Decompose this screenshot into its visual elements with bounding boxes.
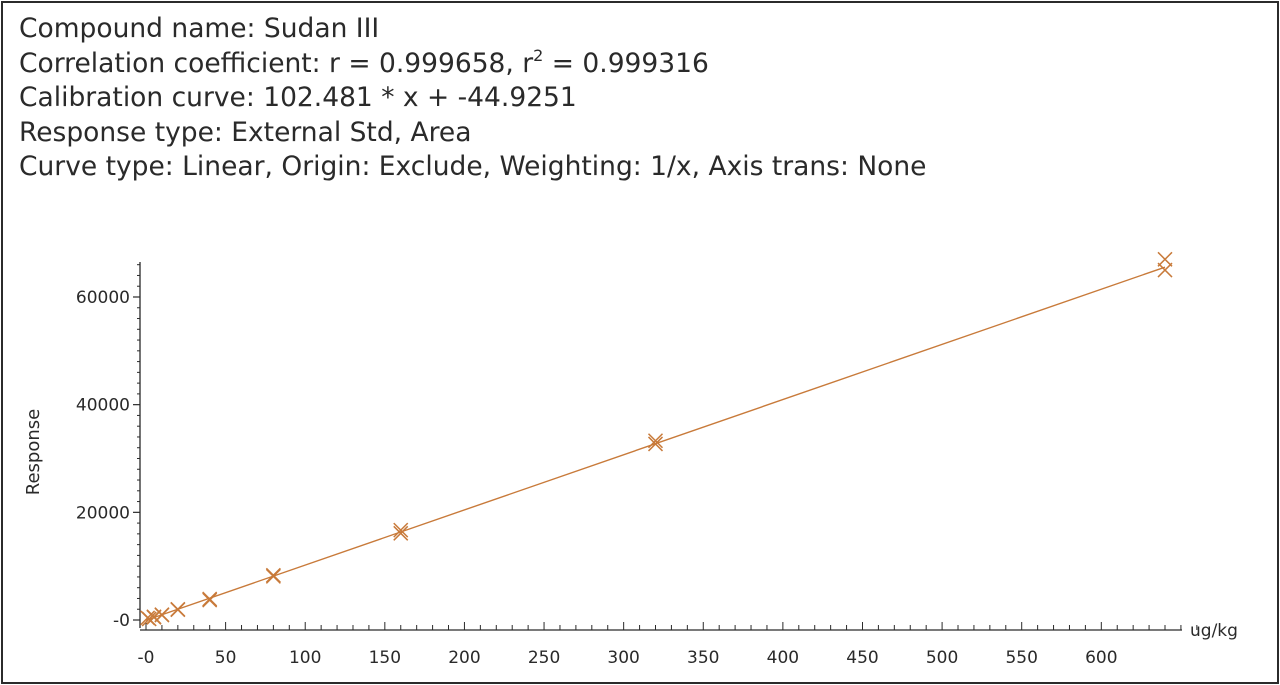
- data-point: [265, 567, 281, 583]
- compound-name: Compound name: Sudan III: [19, 13, 380, 44]
- data-point: [647, 436, 664, 452]
- data-point: [393, 525, 409, 541]
- data-point: [393, 522, 409, 538]
- correlation-r2-value: = 0.999316: [543, 47, 709, 79]
- compound-info: Compound name: Sudan III Correlation coe…: [19, 12, 926, 185]
- x-tick-label: 250: [528, 648, 560, 668]
- x-tick-label: 100: [289, 648, 321, 668]
- data-point: [1157, 262, 1173, 278]
- data-point: [170, 602, 186, 618]
- y-tick-label: 60000: [76, 288, 130, 308]
- correlation-text: Correlation coefficient: r = 0.999658, r: [19, 47, 534, 79]
- data-point-stroke: [141, 611, 157, 627]
- data-point-stroke: [647, 433, 664, 449]
- x-axis-unit-label: ug/kg: [1190, 621, 1238, 641]
- x-tick-label: 50: [215, 648, 237, 668]
- data-point-stroke: [154, 607, 170, 623]
- data-point: [647, 433, 664, 449]
- x-axis: -0 50 100 150 200 250 300 350 400 450 500 550 600: [138, 622, 1198, 668]
- data-point-stroke: [1157, 262, 1173, 278]
- y-axis: -0 20000 40000 60000: [76, 262, 141, 631]
- data-point-stroke: [170, 602, 186, 618]
- x-tick-label: 200: [448, 648, 480, 668]
- data-point-stroke: [393, 525, 409, 541]
- x-tick-label: 450: [846, 648, 878, 668]
- data-point-stroke: [647, 436, 664, 452]
- data-point-stroke: [202, 592, 218, 608]
- data-point-stroke: [1157, 251, 1173, 267]
- y-axis-title: Response: [23, 409, 44, 495]
- y-tick-label: -0: [113, 611, 130, 631]
- data-points: [140, 251, 1173, 627]
- x-tick-label: 400: [767, 648, 799, 668]
- data-point-stroke: [265, 568, 281, 584]
- data-point-stroke: [202, 591, 218, 607]
- data-point-stroke: [393, 522, 409, 538]
- x-tick-label: 600: [1085, 648, 1117, 668]
- data-point: [141, 611, 157, 627]
- data-point: [202, 592, 218, 608]
- y-tick-label: 20000: [76, 503, 130, 523]
- correlation-superscript: 2: [533, 45, 544, 65]
- x-tick-label: 150: [369, 648, 401, 668]
- x-tick-label: 550: [1005, 648, 1037, 668]
- data-point: [1157, 251, 1173, 267]
- x-tick-label: -0: [138, 648, 155, 668]
- x-tick-label: 300: [607, 648, 639, 668]
- x-tick-label: 500: [926, 648, 958, 668]
- data-point-stroke: [265, 567, 281, 583]
- data-point: [154, 607, 170, 623]
- response-type: Response type: External Std, Area: [19, 116, 472, 148]
- correlation-coefficient: Correlation coefficient: r = 0.999658, r…: [19, 47, 926, 82]
- data-point: [265, 568, 281, 584]
- calibration-curve: Calibration curve: 102.481 * x + -44.925…: [19, 82, 577, 113]
- data-point: [202, 591, 218, 607]
- x-tick-label: 350: [687, 648, 719, 668]
- curve-type: Curve type: Linear, Origin: Exclude, Wei…: [19, 151, 927, 182]
- y-tick-label: 40000: [76, 396, 130, 416]
